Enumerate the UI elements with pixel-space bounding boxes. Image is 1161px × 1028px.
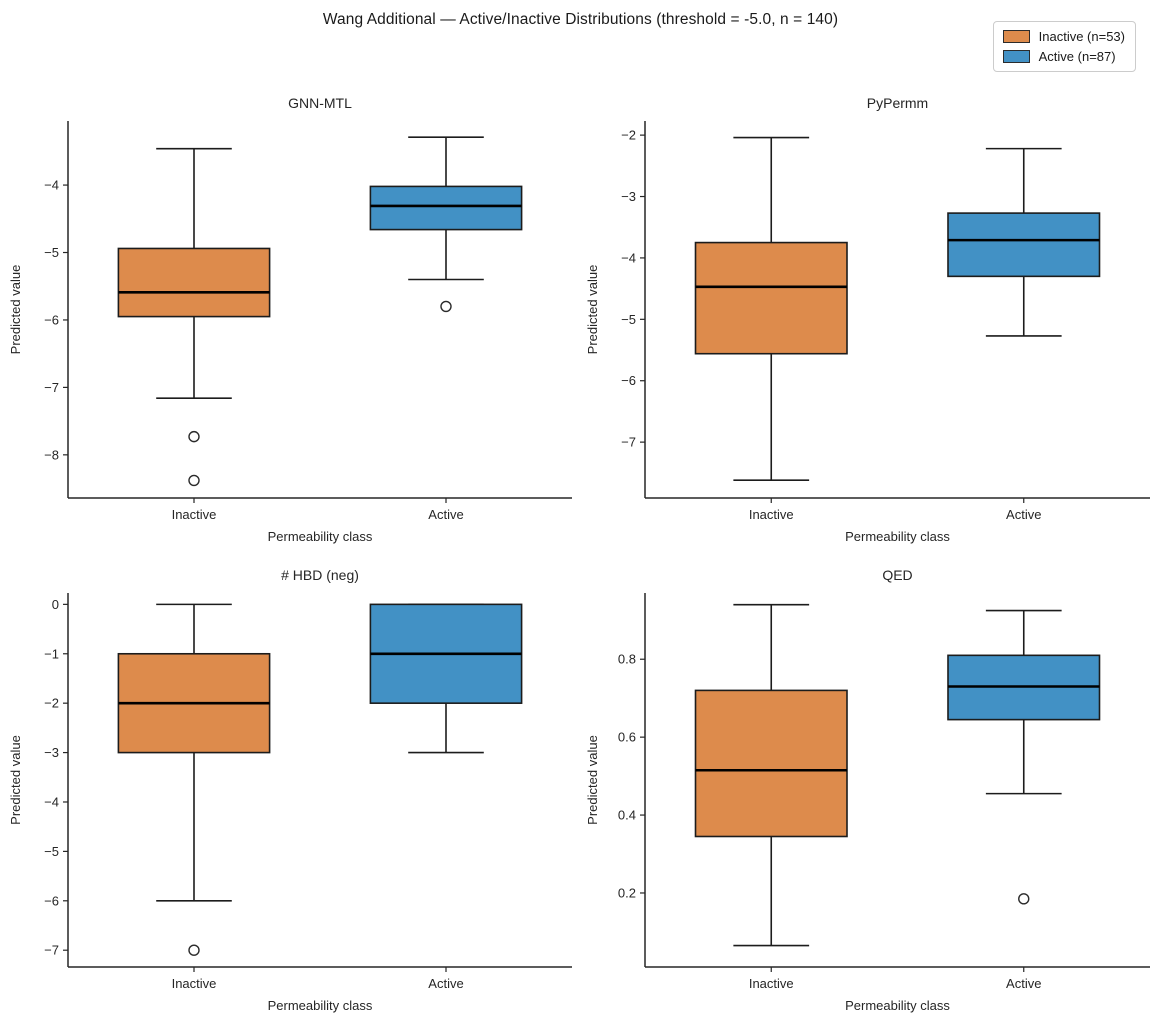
y-tick-label: 0.8 — [618, 652, 636, 667]
legend-label-active: Active (n=87) — [1038, 49, 1116, 64]
box-inactive — [117, 247, 271, 318]
x-tick-label: Inactive — [749, 976, 794, 991]
y-tick-label: 0.4 — [618, 808, 636, 823]
y-tick-label: −4 — [44, 794, 59, 809]
subplot-title: GNN-MTL — [288, 95, 352, 111]
y-tick-label: −6 — [44, 312, 59, 327]
outlier-point-inactive — [188, 430, 200, 443]
legend-item-inactive: Inactive (n=53) — [1002, 29, 1125, 44]
y-axis-label: Predicted value — [585, 735, 600, 825]
subplot-2: PyPermm Predicted value Permeability class… — [585, 95, 1150, 544]
x-tick-label: Active — [1006, 507, 1041, 522]
subplot-3: # HBD (neg) Predicted value Permeability c… — [8, 567, 572, 1013]
y-tick-label: 0 — [52, 597, 59, 612]
legend-swatch-active — [1002, 50, 1030, 63]
outlier-point-active — [1018, 893, 1030, 905]
box-active — [369, 185, 523, 231]
x-axis-label: Permeability class — [845, 529, 950, 544]
legend-label-inactive: Inactive (n=53) — [1038, 29, 1125, 44]
x-tick-label: Inactive — [172, 976, 217, 991]
subplot-title: # HBD (neg) — [281, 567, 359, 583]
y-tick-label: −7 — [621, 435, 636, 450]
subplot-title: QED — [882, 567, 912, 583]
y-tick-label: −4 — [621, 250, 636, 265]
y-tick-label: −8 — [44, 447, 59, 462]
figure-title: Wang Additional — Active/Inactive Distri… — [322, 11, 839, 28]
x-axis-label: Permeability class — [845, 998, 950, 1013]
y-tick-label: −5 — [621, 312, 636, 327]
y-axis-label: Predicted value — [8, 735, 23, 825]
outlier-point-active — [440, 300, 452, 313]
x-tick-label: Active — [1006, 976, 1041, 991]
y-tick-label: −5 — [44, 844, 59, 859]
legend-item-active: Active (n=87) — [1002, 49, 1125, 64]
y-tick-label: −1 — [44, 646, 59, 661]
x-axis-label: Permeability class — [268, 998, 373, 1013]
outlier-point-inactive — [188, 474, 200, 487]
subplot-4: QED Predicted value Permeability class 0.2 0… — [585, 567, 1150, 1013]
y-tick-label: −2 — [621, 128, 636, 143]
outlier-point-inactive — [188, 944, 200, 956]
box-inactive — [694, 689, 848, 838]
y-tick-label: −7 — [44, 943, 59, 958]
box-inactive — [694, 241, 848, 355]
y-tick-label: 0.6 — [618, 730, 636, 745]
subplot-1: GNN-MTL Predicted value Permeability class… — [8, 95, 572, 544]
y-tick-label: −2 — [44, 696, 59, 711]
y-tick-label: −5 — [44, 245, 59, 260]
y-axis-label: Predicted value — [585, 265, 600, 355]
y-axis-label: Predicted value — [8, 265, 23, 355]
y-tick-label: −3 — [44, 745, 59, 760]
legend-swatch-inactive — [1002, 30, 1030, 43]
y-tick-label: −3 — [621, 189, 636, 204]
x-tick-label: Active — [428, 507, 463, 522]
y-tick-label: −4 — [44, 178, 59, 193]
y-tick-label: −6 — [621, 373, 636, 388]
x-axis-label: Permeability class — [268, 529, 373, 544]
y-tick-label: −7 — [44, 380, 59, 395]
y-tick-label: −6 — [44, 893, 59, 908]
subplot-title: PyPermm — [867, 95, 928, 111]
box-active — [947, 212, 1101, 278]
y-tick-label: 0.2 — [618, 885, 636, 900]
x-tick-label: Inactive — [172, 507, 217, 522]
x-tick-label: Inactive — [749, 507, 794, 522]
x-tick-label: Active — [428, 976, 463, 991]
legend: Inactive (n=53) Active (n=87) — [992, 21, 1136, 72]
